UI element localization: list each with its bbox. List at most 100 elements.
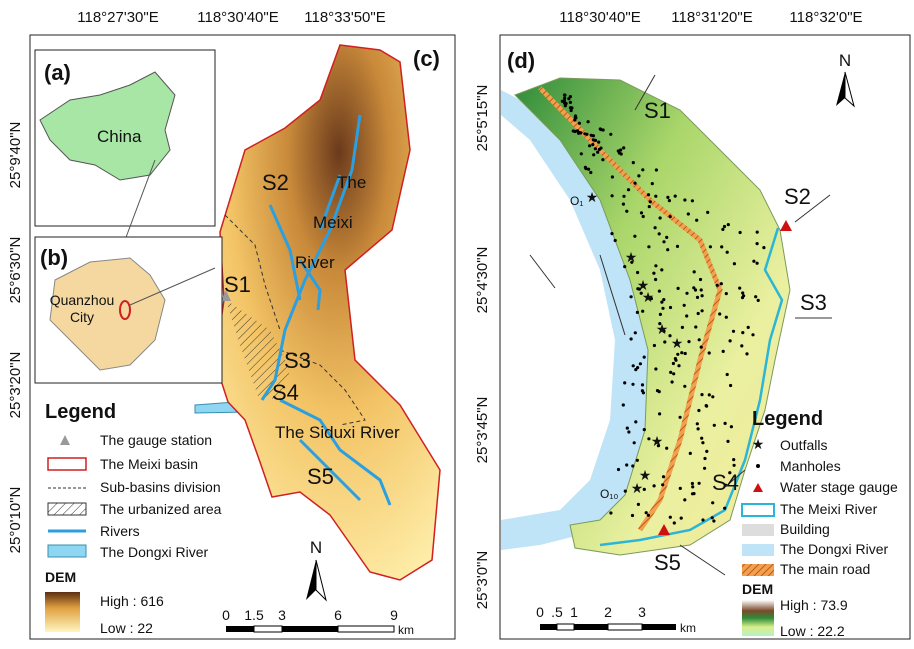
manhole [685,292,688,295]
manhole [630,337,633,340]
manhole [601,158,604,161]
manhole [660,268,663,271]
manhole [669,516,672,519]
dem-high: High : 73.9 [780,597,848,613]
subbasin-label: S2 [784,184,811,209]
manhole [673,521,676,524]
svg-text:★: ★ [631,480,644,496]
panel-label: (d) [507,48,535,73]
manhole [754,295,757,298]
manhole [722,350,725,353]
svg-text:★: ★ [671,335,684,351]
legend-symbol [48,545,86,557]
manhole [622,403,625,406]
panel-d: 118°30'40"E 118°31'20"E 118°32'0"E 25°5'… [474,9,910,639]
scale-unit: km [680,621,696,635]
manhole [703,457,706,460]
manhole [711,501,714,504]
manhole [739,231,742,234]
subbasin-label: S2 [262,170,289,195]
coord: 118°27'30"E [77,9,158,26]
dem-high: High : 616 [100,593,164,609]
manhole [681,326,684,329]
legend-title: Legend [45,401,116,423]
outfall-label: O₁₀ [600,487,618,501]
manhole [723,225,726,228]
manhole [699,278,702,281]
manhole [578,122,581,125]
manhole [636,271,639,274]
manhole [662,475,665,478]
manhole [741,331,744,334]
manhole [649,200,652,203]
scale-label: 0 [536,604,544,620]
manhole [627,188,630,191]
manhole [618,151,621,154]
manhole [732,458,735,461]
legend-symbol [742,564,774,576]
manhole [594,147,597,150]
legend-label: Manholes [780,458,841,474]
outfall-label: O₁ [570,194,583,208]
manhole [674,357,677,360]
manhole [756,262,759,265]
subbasin-label: S4 [712,470,739,495]
legend-symbol [742,524,774,536]
legend-label: The Meixi basin [100,456,198,472]
manhole [718,312,721,315]
manhole [636,459,639,462]
manhole [679,416,682,419]
manhole [645,511,648,514]
manhole [708,351,711,354]
manhole [584,167,587,170]
manhole [602,128,605,131]
manhole [633,182,636,185]
manhole [589,171,592,174]
manhole [747,326,750,329]
manhole [697,427,700,430]
manhole [730,425,733,428]
manhole [683,198,686,201]
manhole [631,383,634,386]
city-label: City [70,309,94,325]
manhole [706,211,709,214]
manhole [680,351,683,354]
country-label: China [97,127,142,146]
manhole [687,340,690,343]
manhole [652,272,655,275]
manhole [733,464,736,467]
manhole [725,316,728,319]
manhole [696,422,699,425]
subbasin-label: S3 [800,290,827,315]
manhole [654,278,657,281]
manhole [757,299,760,302]
manhole [592,134,595,137]
manhole [597,141,600,144]
river-label: The Siduxi River [275,423,400,442]
panel-label: (c) [413,46,440,71]
manhole [666,248,669,251]
manhole [625,210,628,213]
scale-unit: km [398,623,414,637]
manhole [732,330,735,333]
manhole [609,133,612,136]
subbasin-label: S3 [284,348,311,373]
manhole [713,424,716,427]
manhole [634,331,637,334]
manhole [609,511,612,514]
manhole [631,514,634,517]
manhole [594,139,597,142]
manhole [677,364,680,367]
dem-title: DEM [45,569,76,585]
manhole [573,118,576,121]
manhole [580,152,583,155]
manhole [641,168,644,171]
manhole [712,519,715,522]
scale-label: 6 [334,607,342,623]
dem-ramp [742,600,774,636]
manhole [598,148,601,151]
subbasin-label: S5 [654,550,681,575]
dem-low: Low : 22.2 [780,623,845,639]
legend-label: Water stage gauge [780,479,898,495]
manhole [599,127,602,130]
